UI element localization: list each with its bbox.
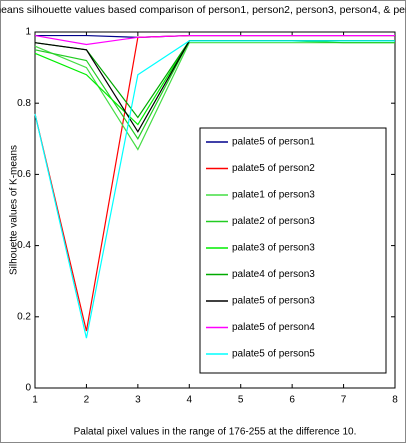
- x-tick-label: 1: [32, 395, 38, 406]
- legend-label: palate1 of person3: [232, 190, 315, 201]
- legend-box: [199, 127, 387, 374]
- y-tick-label: 0.6: [17, 169, 31, 180]
- series-line: [34, 40, 395, 339]
- legend-label: palate5 of person2: [232, 163, 315, 174]
- y-tick-label: 0.4: [17, 240, 31, 251]
- x-tick-label: 5: [238, 395, 244, 406]
- legend-label: palate5 of person1: [232, 137, 315, 148]
- x-tick-label: 2: [84, 395, 90, 406]
- plot-frame: [34, 31, 396, 389]
- x-tick-label: 4: [187, 395, 193, 406]
- legend-label: palate4 of person3: [232, 269, 315, 280]
- y-axis-label: Silhouette values of K-means: [9, 145, 20, 275]
- x-tick-label: 3: [135, 395, 141, 406]
- legend-label: palate5 of person3: [232, 296, 315, 307]
- chart-title: K-means silhouette values based comparis…: [0, 4, 406, 16]
- x-tick-label: 8: [392, 395, 398, 406]
- x-tick-label: 6: [289, 395, 295, 406]
- y-tick-label: 0: [25, 383, 31, 394]
- legend-label: palate2 of person3: [232, 216, 315, 227]
- x-tick-label: 7: [341, 395, 347, 406]
- y-tick-label: 1: [25, 27, 31, 38]
- x-axis-label: Palatal pixel values in the range of 176…: [74, 427, 357, 438]
- legend-label: palate5 of person5: [232, 349, 315, 360]
- y-tick-label: 0.2: [17, 311, 31, 322]
- legend-label: palate5 of person4: [232, 322, 315, 333]
- legend-label: palate3 of person3: [232, 243, 315, 254]
- y-tick-label: 0.8: [17, 98, 31, 109]
- series-line: [34, 34, 395, 46]
